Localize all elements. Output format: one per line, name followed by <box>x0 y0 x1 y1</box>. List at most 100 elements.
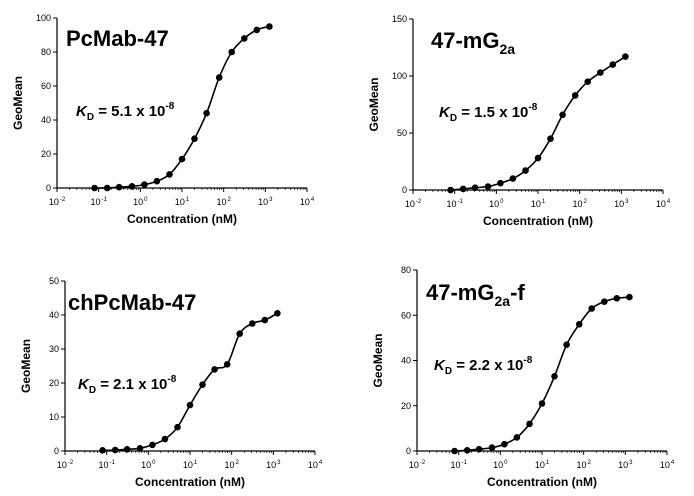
data-point <box>451 447 458 455</box>
data-point <box>249 320 256 327</box>
data-point <box>149 441 156 449</box>
x-tick-label: 104 <box>308 460 323 470</box>
y-tick-label: 0 <box>54 446 59 456</box>
y-axis-label: GeoMean <box>11 76 25 130</box>
data-point <box>522 167 529 174</box>
data-point <box>526 420 533 428</box>
data-point <box>111 446 119 454</box>
data-point <box>484 183 492 190</box>
x-tick-label: 10-1 <box>98 460 115 470</box>
data-point <box>186 401 194 409</box>
y-tick-label: 40 <box>49 310 59 320</box>
y-tick-label: 20 <box>41 149 51 159</box>
y-tick-label: 20 <box>49 378 59 388</box>
x-tick-label: 104 <box>300 197 315 207</box>
data-point <box>274 310 281 317</box>
chart-panel-1: 0 20 40 60 80 100 10-2 10-1 100 101 102 103 104 Conce… <box>11 13 315 226</box>
data-point <box>261 316 269 324</box>
data-point <box>463 447 471 454</box>
data-point <box>459 185 467 193</box>
data-point <box>571 92 579 99</box>
data-point <box>584 78 591 85</box>
x-tick-label: 101 <box>535 460 550 470</box>
data-point <box>128 183 136 190</box>
y-tick-label: 0 <box>402 185 407 195</box>
x-tick-label: 10-1 <box>450 460 467 470</box>
x-tick-label: 103 <box>258 197 273 207</box>
x-tick-label: 10-1 <box>90 197 107 207</box>
x-tick-label: 104 <box>656 199 671 209</box>
x-tick-label: 101 <box>183 460 198 470</box>
x-tick-label: 10-2 <box>405 199 422 209</box>
x-tick-label: 10-2 <box>409 460 426 470</box>
data-point <box>622 53 629 60</box>
y-tick-label: 30 <box>49 344 59 354</box>
data-point <box>174 423 181 431</box>
y-tick-label: 60 <box>401 310 411 320</box>
data-point <box>203 109 210 117</box>
chart-panel-2: 0 50 100 150 10-2 10-1 100 101 102 103 104 Concentr… <box>367 14 671 228</box>
chart-title: 47-mG2a-f <box>426 280 525 309</box>
data-point <box>153 177 161 185</box>
x-tick-label: 102 <box>572 199 587 209</box>
x-axis-label: Concentration (nM) <box>127 212 237 226</box>
data-point <box>509 175 517 182</box>
data-point <box>103 184 111 192</box>
chart-title: chPcMab-47 <box>68 290 196 315</box>
data-point <box>471 184 479 191</box>
x-tick-label: 100 <box>133 197 148 207</box>
y-tick-label: 80 <box>41 47 51 57</box>
data-point <box>236 330 243 338</box>
data-point <box>199 381 206 389</box>
fit-curve <box>454 296 630 452</box>
x-tick-label: 10-2 <box>57 460 74 470</box>
y-tick-label: 10 <box>49 412 59 422</box>
data-point <box>191 135 198 142</box>
kd-annotation: KD = 5.1 x 10-8 <box>76 101 175 123</box>
x-tick-label: 102 <box>224 460 239 470</box>
data-point <box>613 295 621 302</box>
x-tick-label: 103 <box>614 199 629 209</box>
chart-title: 47-mG2a <box>431 28 515 57</box>
data-point <box>597 69 604 76</box>
y-tick-label: 60 <box>41 81 51 91</box>
data-point <box>136 445 144 452</box>
data-point <box>513 434 521 441</box>
x-tick-label: 103 <box>618 460 633 470</box>
data-point <box>266 23 273 30</box>
chart-title: PcMab-47 <box>66 26 169 51</box>
data-point <box>609 61 617 68</box>
x-tick-label: 10-2 <box>49 197 66 207</box>
y-tick-label: 0 <box>46 183 51 193</box>
data-point <box>501 440 508 448</box>
data-point <box>223 361 231 368</box>
x-tick-label: 101 <box>175 197 190 207</box>
kd-annotation: KD = 2.1 x 10-8 <box>78 374 177 396</box>
chart-panel-3: 0 10 20 30 40 50 10-2 10-1 100 101 102 103 104 Concen… <box>19 276 323 489</box>
data-point <box>215 74 223 81</box>
x-tick-label: 102 <box>216 197 231 207</box>
data-point <box>575 321 583 328</box>
fit-curve <box>450 55 626 191</box>
data-point <box>211 366 218 373</box>
y-tick-label: 150 <box>392 14 407 24</box>
y-tick-label: 40 <box>401 356 411 366</box>
data-point <box>91 184 98 192</box>
data-point <box>538 400 546 407</box>
data-point <box>475 445 483 453</box>
y-axis-label: GeoMean <box>19 339 33 393</box>
data-point <box>253 26 261 34</box>
y-tick-label: 80 <box>401 265 411 275</box>
y-tick-label: 50 <box>397 128 407 138</box>
x-tick-label: 100 <box>489 199 504 209</box>
x-tick-label: 100 <box>493 460 508 470</box>
y-tick-label: 100 <box>36 13 51 23</box>
data-point <box>488 444 496 451</box>
kd-annotation: KD = 2.2 x 10-8 <box>434 355 533 377</box>
data-point <box>626 293 633 301</box>
data-point <box>534 154 542 162</box>
x-tick-label: 100 <box>141 460 156 470</box>
data-point <box>161 435 169 443</box>
kd-annotation: KD = 1.5 x 10-8 <box>439 102 538 124</box>
